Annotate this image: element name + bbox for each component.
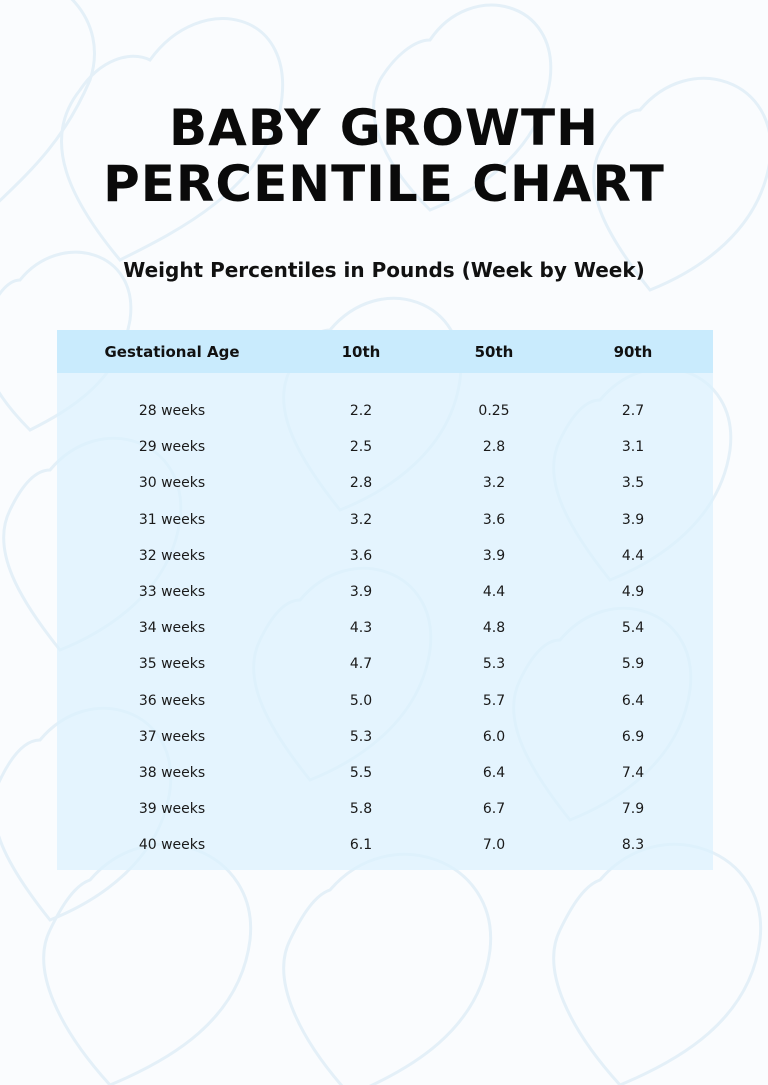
title-line-2: PERCENTILE CHART bbox=[103, 155, 665, 213]
cell-90th: 3.1 bbox=[621, 439, 645, 456]
table-row: 36 weeks 5.0 5.7 6.4 bbox=[57, 683, 713, 719]
cell-age: 40 weeks bbox=[138, 837, 206, 854]
cell-90th: 2.7 bbox=[621, 403, 645, 420]
cell-10th: 5.5 bbox=[349, 764, 373, 781]
cell-10th: 5.3 bbox=[349, 728, 373, 745]
table-row: 34 weeks 4.3 4.8 5.4 bbox=[57, 610, 713, 646]
cell-50th: 3.9 bbox=[482, 547, 506, 564]
header-50th: 50th bbox=[474, 342, 514, 361]
cell-10th: 2.2 bbox=[349, 403, 373, 420]
cell-age: 28 weeks bbox=[138, 403, 206, 420]
cell-50th: 5.3 bbox=[482, 656, 506, 673]
header-gestational-age: Gestational Age bbox=[104, 342, 240, 361]
cell-50th: 4.4 bbox=[482, 584, 506, 601]
cell-50th: 6.4 bbox=[482, 764, 506, 781]
cell-50th: 3.6 bbox=[482, 511, 506, 528]
table-row: 37 weeks 5.3 6.0 6.9 bbox=[57, 719, 713, 755]
cell-50th: 3.2 bbox=[482, 475, 506, 492]
table-row: 29 weeks 2.5 2.8 3.1 bbox=[57, 429, 713, 465]
title-line-1: BABY GROWTH bbox=[169, 99, 599, 157]
cell-10th: 4.7 bbox=[349, 656, 373, 673]
cell-10th: 5.8 bbox=[349, 801, 373, 818]
cell-90th: 6.9 bbox=[621, 728, 645, 745]
page-title: BABY GROWTH PERCENTILE CHART bbox=[0, 100, 768, 212]
cell-10th: 2.8 bbox=[349, 475, 373, 492]
cell-10th: 2.5 bbox=[349, 439, 373, 456]
table-body: 28 weeks 2.2 0.25 2.7 29 weeks 2.5 2.8 3.1 30 we… bbox=[57, 373, 713, 863]
table-header-row: Gestational Age 10th 50th 90th bbox=[57, 330, 713, 373]
cell-90th: 4.9 bbox=[621, 584, 645, 601]
header-90th: 90th bbox=[613, 342, 653, 361]
cell-90th: 3.9 bbox=[621, 511, 645, 528]
cell-10th: 5.0 bbox=[349, 692, 373, 709]
cell-10th: 6.1 bbox=[349, 837, 373, 854]
cell-age: 38 weeks bbox=[138, 764, 206, 781]
cell-90th: 5.9 bbox=[621, 656, 645, 673]
percentile-table: Gestational Age 10th 50th 90th 28 weeks 2… bbox=[57, 330, 713, 870]
table-row: 28 weeks 2.2 0.25 2.7 bbox=[57, 393, 713, 429]
cell-age: 32 weeks bbox=[138, 547, 206, 564]
cell-90th: 7.4 bbox=[621, 764, 645, 781]
table-row: 39 weeks 5.8 6.7 7.9 bbox=[57, 791, 713, 827]
cell-50th: 5.7 bbox=[482, 692, 506, 709]
cell-10th: 3.2 bbox=[349, 511, 373, 528]
cell-50th: 4.8 bbox=[482, 620, 506, 637]
cell-50th: 7.0 bbox=[482, 837, 506, 854]
cell-50th: 0.25 bbox=[478, 403, 510, 420]
cell-50th: 6.0 bbox=[482, 728, 506, 745]
cell-90th: 3.5 bbox=[621, 475, 645, 492]
header-10th: 10th bbox=[341, 342, 381, 361]
cell-age: 39 weeks bbox=[138, 801, 206, 818]
table-row: 30 weeks 2.8 3.2 3.5 bbox=[57, 465, 713, 501]
table-row: 32 weeks 3.6 3.9 4.4 bbox=[57, 538, 713, 574]
cell-10th: 4.3 bbox=[349, 620, 373, 637]
cell-age: 36 weeks bbox=[138, 692, 206, 709]
cell-age: 33 weeks bbox=[138, 584, 206, 601]
cell-age: 37 weeks bbox=[138, 728, 206, 745]
table-row: 40 weeks 6.1 7.0 8.3 bbox=[57, 827, 713, 863]
cell-50th: 6.7 bbox=[482, 801, 506, 818]
cell-90th: 6.4 bbox=[621, 692, 645, 709]
cell-90th: 7.9 bbox=[621, 801, 645, 818]
cell-age: 31 weeks bbox=[138, 511, 206, 528]
table-row: 38 weeks 5.5 6.4 7.4 bbox=[57, 755, 713, 791]
cell-age: 29 weeks bbox=[138, 439, 206, 456]
page-subtitle: Weight Percentiles in Pounds (Week by We… bbox=[123, 258, 645, 282]
table-row: 31 weeks 3.2 3.6 3.9 bbox=[57, 502, 713, 538]
cell-10th: 3.9 bbox=[349, 584, 373, 601]
table-row: 33 weeks 3.9 4.4 4.9 bbox=[57, 574, 713, 610]
table-row: 35 weeks 4.7 5.3 5.9 bbox=[57, 646, 713, 682]
cell-90th: 8.3 bbox=[621, 837, 645, 854]
cell-age: 30 weeks bbox=[138, 475, 206, 492]
cell-age: 34 weeks bbox=[138, 620, 206, 637]
cell-90th: 4.4 bbox=[621, 547, 645, 564]
cell-90th: 5.4 bbox=[621, 620, 645, 637]
cell-age: 35 weeks bbox=[138, 656, 206, 673]
cell-10th: 3.6 bbox=[349, 547, 373, 564]
cell-50th: 2.8 bbox=[482, 439, 506, 456]
